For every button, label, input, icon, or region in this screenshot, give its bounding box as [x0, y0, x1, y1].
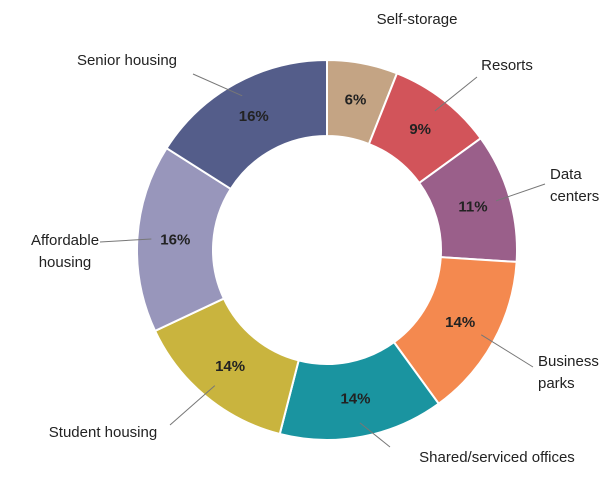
category-label: Affordable housing — [31, 232, 99, 271]
category-label: Business parks — [538, 353, 599, 392]
category-label-line: Affordable — [31, 232, 99, 249]
value-label: 14% — [215, 358, 245, 375]
category-label-line: Student housing — [49, 424, 157, 441]
value-label: 14% — [445, 314, 475, 331]
value-label: 11% — [458, 199, 487, 216]
leader-line — [495, 183, 546, 202]
category-label: Self-storage — [377, 11, 458, 28]
category-label: Shared/serviced offices — [419, 449, 575, 466]
category-label-line: Senior housing — [77, 52, 177, 69]
leader-line — [99, 238, 152, 243]
value-label: 14% — [340, 390, 370, 407]
category-label-line: parks — [538, 375, 575, 392]
category-label-line: Data — [550, 166, 582, 183]
category-label-line: housing — [39, 254, 92, 271]
leader-line — [169, 385, 216, 426]
category-label-line: Self-storage — [377, 11, 458, 28]
value-label: 6% — [345, 92, 367, 109]
category-label: Data centers — [550, 166, 599, 205]
category-label-line: Shared/serviced offices — [419, 449, 575, 466]
category-label-line: Business — [538, 353, 599, 370]
value-label: 16% — [160, 231, 190, 248]
category-label-line: Resorts — [481, 57, 533, 74]
category-label-line: centers — [550, 188, 599, 205]
leader-line — [359, 422, 391, 448]
value-label: 9% — [409, 121, 431, 138]
category-label: Senior housing — [77, 52, 177, 69]
donut-slice — [165, 58, 328, 191]
category-label: Resorts — [481, 57, 533, 74]
leader-line — [192, 73, 243, 97]
leader-line — [480, 334, 534, 368]
value-label: 16% — [239, 108, 269, 125]
leader-line — [434, 76, 478, 112]
category-label: Student housing — [49, 424, 157, 441]
